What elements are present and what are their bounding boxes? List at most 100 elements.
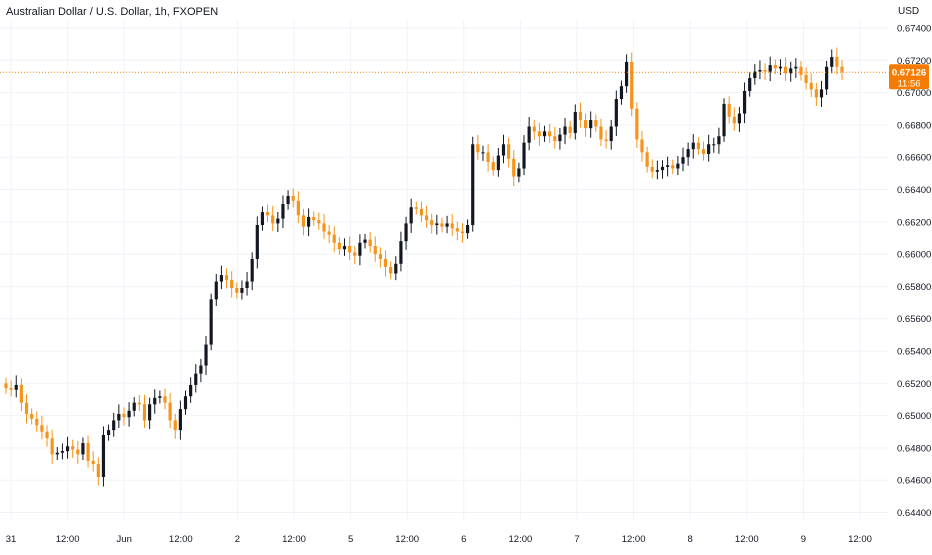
candle-body — [127, 410, 131, 418]
candle-body — [235, 288, 239, 293]
axes: 0.67400 0.67200 0.67000 0.66800 0.66600 0.664… — [6, 24, 932, 546]
candle-body — [76, 449, 80, 455]
candle-body — [460, 231, 465, 234]
candle-body — [45, 431, 49, 439]
candle-body — [40, 425, 44, 432]
candle-body — [573, 111, 577, 133]
y-tick-label: 0.65400 — [897, 347, 931, 358]
candle-body — [81, 443, 85, 455]
candle-body — [512, 158, 516, 177]
candle-body — [148, 404, 152, 421]
candle-body — [583, 120, 588, 129]
candle-body — [173, 420, 177, 431]
candle-body — [245, 281, 249, 289]
candle-body — [614, 99, 618, 127]
x-tick-label: 9 — [801, 534, 806, 545]
candle-body — [86, 443, 90, 461]
x-tick-label: 7 — [574, 534, 579, 545]
candle-body — [542, 131, 547, 137]
candle-body — [435, 223, 439, 226]
candle-body — [604, 139, 608, 142]
candle-body — [178, 409, 182, 431]
x-tick-label: 8 — [688, 534, 693, 545]
x-tick-label: 12:00 — [848, 534, 872, 545]
candle-body — [214, 281, 218, 300]
candle-body — [589, 120, 593, 129]
candle-body — [250, 258, 254, 282]
candle-body — [481, 152, 485, 154]
x-tick-label: Jun — [117, 534, 132, 545]
candle-body — [50, 438, 54, 455]
candle-body — [230, 279, 234, 289]
y-tick-label: 0.66200 — [897, 217, 931, 228]
y-tick-label: 0.64600 — [897, 476, 931, 487]
candle-body — [291, 195, 295, 201]
candle-body — [701, 149, 706, 154]
candle-body — [163, 396, 167, 403]
x-tick-label: 12:00 — [622, 534, 646, 545]
candle-body — [71, 446, 75, 450]
candle-body — [209, 299, 213, 345]
candle-body — [414, 207, 418, 209]
candle-body — [91, 460, 95, 465]
y-tick-label: 0.64800 — [897, 443, 931, 454]
candle-body — [609, 126, 613, 142]
candle-body — [430, 220, 434, 226]
x-tick-label: 12:00 — [282, 534, 306, 545]
candle-body — [819, 89, 824, 98]
candle-body — [189, 384, 193, 397]
last-price-value: 0.67126 — [892, 67, 926, 78]
y-tick-label: 0.65600 — [897, 314, 931, 325]
candles — [4, 47, 844, 487]
candle-body — [219, 275, 224, 282]
candle-body — [363, 239, 367, 243]
candle-body — [281, 204, 285, 219]
candle-body — [655, 170, 659, 172]
candle-body — [312, 216, 316, 221]
candle-body — [383, 258, 388, 268]
candle-body — [30, 413, 34, 419]
price-countdown: 11:56 — [897, 78, 920, 89]
candle-body — [737, 113, 742, 124]
candle-body — [348, 246, 352, 253]
candle-body — [527, 126, 531, 143]
candle-body — [681, 157, 685, 164]
y-tick-label: 0.64400 — [897, 508, 931, 519]
candle-body — [635, 108, 639, 140]
last-price-badge — [889, 64, 929, 90]
candle-body — [301, 215, 306, 227]
candle-body — [358, 242, 362, 256]
candle-body — [507, 144, 511, 159]
candle-body — [660, 166, 665, 171]
candle-body — [445, 223, 449, 227]
candle-body — [19, 384, 23, 403]
candle-body — [353, 252, 357, 256]
x-tick-label: 12:00 — [395, 534, 419, 545]
candle-body — [778, 66, 783, 69]
y-tick-label: 0.65000 — [897, 411, 931, 422]
candle-body — [486, 152, 490, 163]
candle-body — [9, 388, 13, 390]
candle-body — [568, 126, 572, 133]
candle-body — [732, 116, 736, 124]
candle-body — [686, 149, 690, 158]
candle-body — [240, 288, 244, 293]
candle-body — [630, 61, 634, 109]
candle-body — [645, 152, 649, 167]
candle-body — [809, 82, 813, 90]
y-tick-label: 0.66000 — [897, 250, 931, 261]
candle-body — [696, 142, 700, 150]
candle-body — [553, 136, 557, 142]
candle-body — [24, 402, 29, 414]
candle-body — [265, 212, 270, 216]
candle-body — [142, 404, 147, 421]
candle-body — [404, 223, 408, 242]
candle-body — [322, 223, 326, 232]
candle-body — [317, 220, 321, 224]
candle-body — [624, 61, 629, 87]
candle-body — [14, 384, 18, 390]
candle-body — [830, 57, 834, 67]
